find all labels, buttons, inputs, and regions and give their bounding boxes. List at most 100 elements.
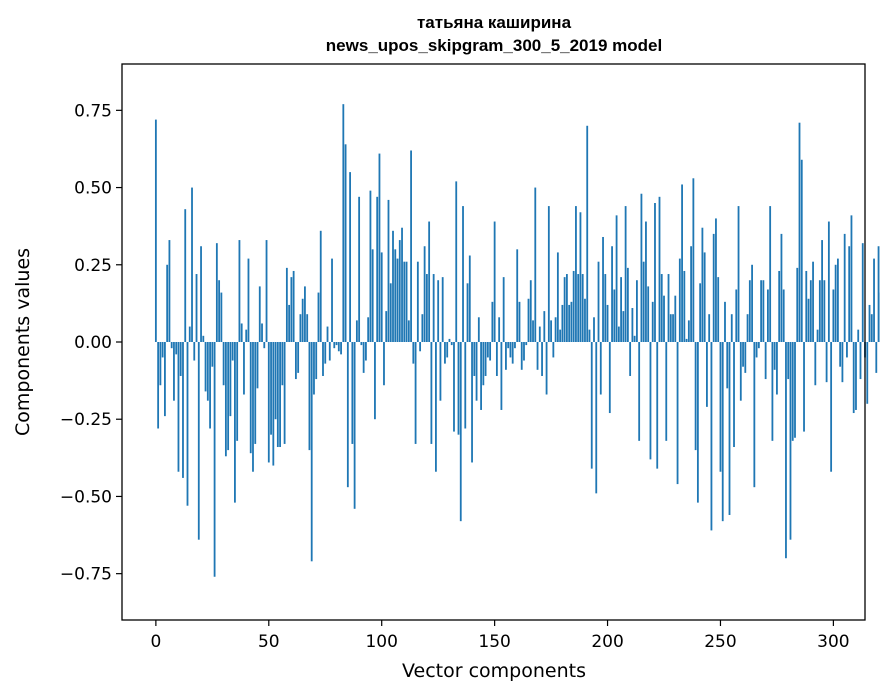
bar-313 bbox=[861, 243, 864, 342]
bar-310 bbox=[855, 342, 857, 410]
bar-23 bbox=[206, 342, 209, 401]
bar-236 bbox=[687, 320, 690, 342]
bar-155 bbox=[505, 342, 507, 370]
bar-182 bbox=[565, 274, 568, 342]
bar-229 bbox=[672, 314, 674, 342]
bar-116 bbox=[416, 261, 419, 342]
bar-312 bbox=[859, 342, 862, 380]
bar-75 bbox=[324, 342, 327, 364]
bar-131 bbox=[450, 342, 453, 346]
bar-101 bbox=[383, 342, 385, 386]
bar-55 bbox=[279, 342, 281, 448]
bar-217 bbox=[645, 221, 647, 342]
bar-122 bbox=[430, 342, 433, 444]
bar-47 bbox=[261, 323, 263, 342]
bar-6 bbox=[168, 240, 171, 342]
bar-106 bbox=[394, 249, 397, 342]
x-tick-label: 0 bbox=[150, 632, 161, 652]
bar-265 bbox=[753, 342, 756, 488]
bar-179 bbox=[559, 329, 562, 342]
bar-135 bbox=[459, 342, 462, 522]
bar-196 bbox=[597, 261, 600, 342]
bar-111 bbox=[405, 261, 408, 342]
bar-166 bbox=[529, 280, 532, 342]
bar-132 bbox=[453, 342, 455, 432]
bar-256 bbox=[733, 342, 735, 448]
bar-250 bbox=[719, 342, 722, 472]
bar-67 bbox=[306, 314, 309, 342]
bar-78 bbox=[331, 258, 333, 342]
bar-257 bbox=[735, 289, 738, 342]
bar-35 bbox=[234, 342, 236, 503]
bar-89 bbox=[355, 320, 358, 342]
bar-115 bbox=[414, 342, 417, 444]
bar-60 bbox=[290, 277, 293, 342]
y-axis-label: Components values bbox=[12, 248, 34, 436]
bar-96 bbox=[371, 249, 374, 342]
bar-58 bbox=[285, 267, 288, 342]
x-tick-label: 300 bbox=[817, 632, 849, 652]
bar-212 bbox=[633, 335, 636, 342]
bar-150 bbox=[493, 221, 496, 342]
bar-246 bbox=[710, 342, 713, 531]
bar-190 bbox=[584, 298, 586, 342]
bar-142 bbox=[475, 342, 478, 401]
bar-280 bbox=[787, 342, 790, 380]
bar-278 bbox=[782, 289, 785, 342]
bar-268 bbox=[760, 280, 763, 342]
bar-194 bbox=[593, 317, 595, 342]
bar-141 bbox=[473, 342, 476, 376]
bar-292 bbox=[814, 342, 817, 386]
bar-301 bbox=[834, 264, 837, 342]
bar-251 bbox=[721, 342, 724, 522]
bar-134 bbox=[457, 342, 460, 435]
bar-148 bbox=[489, 342, 492, 361]
bar-151 bbox=[495, 342, 498, 376]
bar-284 bbox=[796, 267, 799, 342]
bar-39 bbox=[243, 342, 245, 395]
bar-249 bbox=[717, 277, 720, 342]
bar-138 bbox=[466, 283, 469, 342]
bar-19 bbox=[197, 342, 200, 540]
bar-297 bbox=[825, 342, 828, 383]
y-tick-label: −0.25 bbox=[60, 410, 112, 430]
bar-25 bbox=[211, 342, 214, 367]
bar-215 bbox=[640, 193, 643, 342]
bar-293 bbox=[816, 329, 819, 342]
bar-42 bbox=[249, 342, 252, 454]
bar-201 bbox=[608, 342, 611, 414]
bar-34 bbox=[231, 342, 234, 361]
bar-235 bbox=[685, 338, 688, 342]
bar-7 bbox=[170, 342, 173, 349]
bar-225 bbox=[663, 295, 665, 342]
bar-231 bbox=[676, 342, 679, 485]
bar-270 bbox=[764, 342, 767, 380]
bar-84 bbox=[344, 144, 347, 342]
x-tick-label: 200 bbox=[591, 632, 623, 652]
bar-180 bbox=[561, 304, 564, 342]
bar-77 bbox=[328, 342, 331, 361]
bar-262 bbox=[746, 314, 749, 342]
bar-33 bbox=[229, 342, 232, 417]
bar-168 bbox=[534, 187, 537, 342]
bar-191 bbox=[586, 125, 589, 342]
bars-group bbox=[154, 104, 880, 577]
bar-130 bbox=[448, 338, 451, 342]
bar-86 bbox=[349, 172, 351, 342]
bar-8 bbox=[173, 342, 175, 401]
bar-230 bbox=[674, 295, 677, 342]
bar-136 bbox=[462, 206, 464, 342]
bar-174 bbox=[547, 206, 550, 342]
bar-243 bbox=[703, 252, 706, 342]
bar-129 bbox=[446, 342, 449, 358]
bar-139 bbox=[468, 255, 471, 342]
bar-296 bbox=[823, 280, 826, 342]
y-tick-label: 0.25 bbox=[74, 256, 112, 276]
bar-41 bbox=[247, 258, 250, 342]
bar-248 bbox=[715, 218, 717, 342]
bar-54 bbox=[276, 342, 279, 448]
bar-283 bbox=[794, 342, 796, 438]
bar-56 bbox=[281, 342, 284, 386]
bar-169 bbox=[536, 342, 539, 370]
bar-170 bbox=[538, 326, 541, 342]
